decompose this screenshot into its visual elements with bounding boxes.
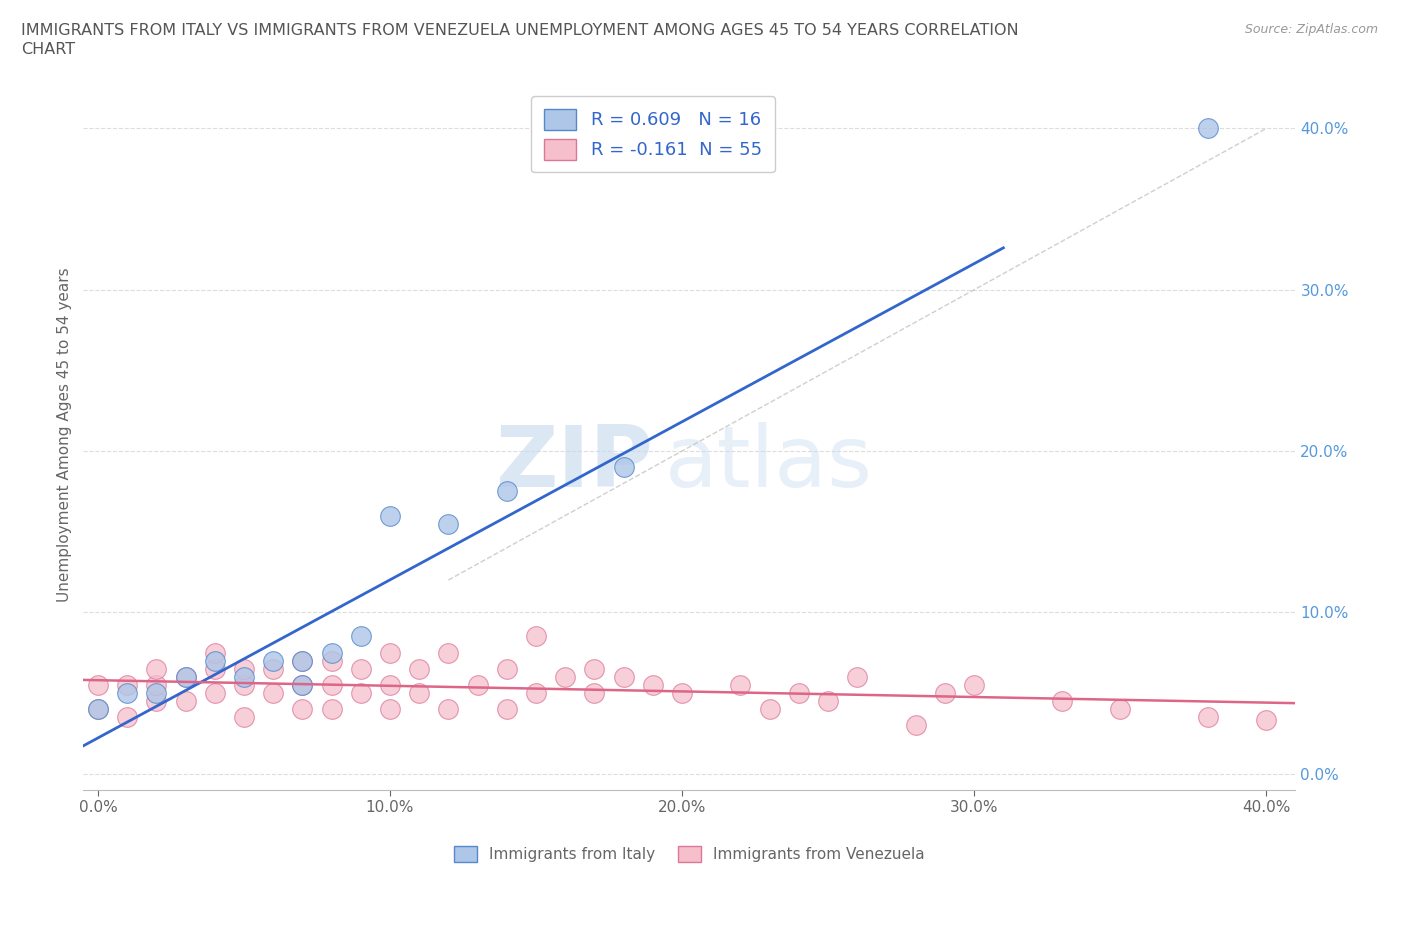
Point [1197, 710, 1219, 724]
Point [467, 677, 489, 692]
Point [583, 661, 606, 676]
Point [408, 661, 430, 676]
Point [495, 701, 517, 716]
Point [730, 677, 752, 692]
Point [174, 670, 197, 684]
Point [1050, 694, 1073, 709]
Point [87, 677, 110, 692]
Point [554, 670, 576, 684]
Point [378, 645, 401, 660]
Point [1109, 701, 1132, 716]
Point [262, 653, 284, 668]
Point [787, 685, 810, 700]
Point [204, 645, 226, 660]
Text: CHART: CHART [21, 42, 75, 57]
Point [87, 701, 110, 716]
Point [291, 677, 314, 692]
Point [817, 694, 839, 709]
Text: atlas: atlas [665, 422, 873, 505]
Point [437, 645, 460, 660]
Point [232, 670, 254, 684]
Point [291, 653, 314, 668]
Point [437, 516, 460, 531]
Point [350, 685, 373, 700]
Y-axis label: Unemployment Among Ages 45 to 54 years: Unemployment Among Ages 45 to 54 years [58, 268, 72, 603]
Point [846, 670, 869, 684]
Point [291, 701, 314, 716]
Point [350, 661, 373, 676]
Text: ZIP: ZIP [495, 422, 652, 505]
Point [524, 629, 547, 644]
Point [291, 653, 314, 668]
Point [378, 677, 401, 692]
Point [758, 701, 780, 716]
Point [934, 685, 956, 700]
Point [115, 685, 138, 700]
Point [613, 459, 636, 474]
Point [174, 670, 197, 684]
Point [321, 701, 343, 716]
Point [641, 677, 664, 692]
Point [378, 508, 401, 523]
Point [321, 653, 343, 668]
Point [145, 661, 167, 676]
Point [350, 629, 373, 644]
Legend: Immigrants from Italy, Immigrants from Venezuela: Immigrants from Italy, Immigrants from V… [447, 840, 931, 868]
Point [321, 677, 343, 692]
Point [321, 645, 343, 660]
Point [495, 484, 517, 498]
Point [204, 653, 226, 668]
Point [232, 677, 254, 692]
Point [174, 694, 197, 709]
Point [1197, 121, 1219, 136]
Point [115, 710, 138, 724]
Point [495, 661, 517, 676]
Point [408, 685, 430, 700]
Point [613, 670, 636, 684]
Point [232, 661, 254, 676]
Point [963, 677, 986, 692]
Point [583, 685, 606, 700]
Point [204, 685, 226, 700]
Point [145, 694, 167, 709]
Point [262, 661, 284, 676]
Text: IMMIGRANTS FROM ITALY VS IMMIGRANTS FROM VENEZUELA UNEMPLOYMENT AMONG AGES 45 TO: IMMIGRANTS FROM ITALY VS IMMIGRANTS FROM… [21, 23, 1019, 38]
Point [1256, 713, 1278, 728]
Point [904, 718, 927, 733]
Text: Source: ZipAtlas.com: Source: ZipAtlas.com [1244, 23, 1378, 36]
Point [145, 685, 167, 700]
Point [524, 685, 547, 700]
Point [115, 677, 138, 692]
Point [87, 701, 110, 716]
Point [262, 685, 284, 700]
Point [232, 710, 254, 724]
Point [378, 701, 401, 716]
Point [204, 661, 226, 676]
Point [671, 685, 693, 700]
Point [145, 677, 167, 692]
Point [437, 701, 460, 716]
Point [291, 677, 314, 692]
